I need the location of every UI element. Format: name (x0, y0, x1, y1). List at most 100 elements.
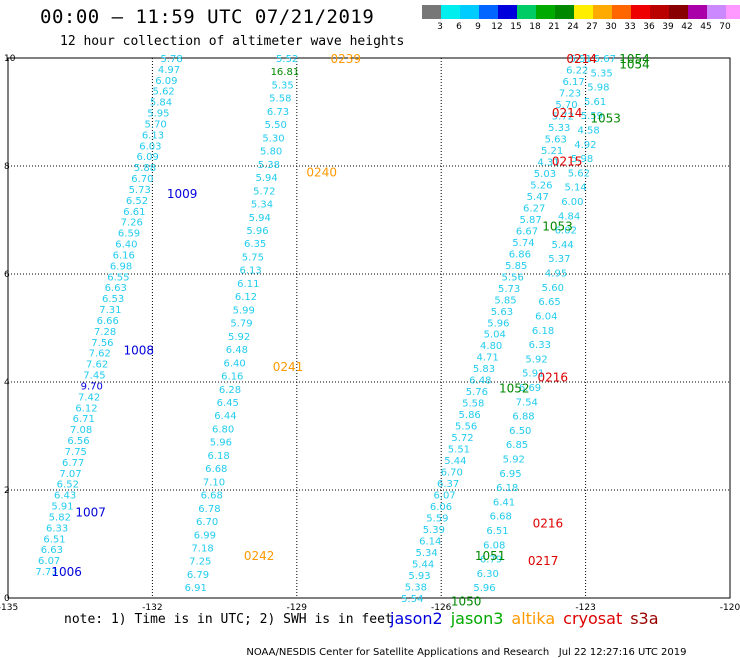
wave-height-label: 6.00 (561, 197, 583, 208)
wave-height-label: 5.94 (249, 213, 271, 224)
wave-height-label: 5.51 (448, 445, 470, 456)
wave-height-label: 6.02 (555, 226, 577, 237)
axis-ticks: -135 -132 -129 -126 -123 -120 0 2 4 6 8 10 (0, 54, 740, 613)
wave-height-label: 7.73 (35, 567, 57, 578)
wave-height-label: 6.65 (538, 297, 560, 308)
wave-height-label: 5.98 (587, 83, 609, 94)
wave-height-label: 5.95 (147, 109, 169, 120)
wave-height-label: 5.26 (530, 180, 552, 191)
wave-height-label: 6.51 (43, 534, 65, 545)
pass-number-label: 0214 (552, 106, 583, 120)
wave-height-label: 6.55 (107, 272, 129, 283)
wave-height-label: 5.38 (258, 160, 280, 171)
wave-height-label: 5.85 (505, 261, 527, 272)
x-tick-label: -129 (287, 603, 308, 613)
wave-height-label: 6.91 (185, 583, 207, 594)
pass-annotations: 1006 1007 1008 1009 0239 0240 0241 0242 1050 1051… (51, 52, 650, 609)
wave-height-label: 5.33 (548, 123, 570, 134)
wave-height-label: 7.62 (89, 349, 111, 360)
colorbar-swatch (536, 5, 555, 19)
colorbar-label: 30 (605, 22, 617, 32)
timestamp: Jul 22 12:27:16 UTC 2019 (558, 647, 687, 658)
wave-height-label: 5.54 (401, 594, 423, 605)
colorbar-label: 70 (719, 22, 731, 32)
pass-number-label: 1050 (451, 595, 482, 609)
wave-height-label: 5.85 (494, 295, 516, 306)
colorbar-swatch (574, 5, 593, 19)
wave-height-label: 6.56 (67, 436, 89, 447)
chart-grid (7, 57, 731, 599)
wave-height-label: 5.92 (228, 332, 250, 343)
colorbar-label: 27 (586, 22, 597, 32)
colorbar-label: 33 (624, 22, 635, 32)
wave-height-label: 6.04 (535, 311, 557, 322)
wave-height-label: 7.75 (65, 447, 87, 458)
wave-height-label: 5.70 (555, 100, 577, 111)
wave-height-label: 5.03 (534, 169, 556, 180)
pass-number-label: 1051 (475, 549, 506, 563)
wave-height-label: 5.62 (153, 87, 175, 98)
pass-number-label: 1008 (124, 344, 155, 358)
wave-height-label: 5.52 (276, 54, 298, 65)
pass-number-label: 0217 (528, 554, 559, 568)
wave-height-label: 6.17 (562, 77, 584, 88)
colorbar-label: 42 (681, 22, 692, 32)
x-tick-label: -120 (720, 603, 740, 613)
wave-height-label: 6.40 (223, 358, 245, 369)
colorbar-label: 24 (567, 22, 579, 32)
colorbar-swatch (612, 5, 631, 19)
wave-height-label: 5.96 (487, 318, 509, 329)
wave-height-label: 4.95 (545, 269, 567, 280)
wave-height-label: 4.31 (537, 157, 559, 168)
wave-height-label: 5.60 (542, 283, 564, 294)
wave-height-label: 5.83 (473, 364, 495, 375)
wave-height-label: 5.51 (570, 54, 592, 65)
wave-height-label: 6.77 (62, 458, 84, 469)
pass-number-label: 0214 (566, 52, 597, 66)
wave-height-label: 5.93 (408, 571, 430, 582)
y-tick-label: 10 (4, 54, 16, 64)
wave-height-label: 5.76 (466, 387, 488, 398)
wave-height-label: 4.80 (480, 341, 502, 352)
wave-height-label: 6.53 (102, 294, 124, 305)
wave-height-label: 6.79 (187, 570, 209, 581)
wave-height-label: 5.92 (503, 454, 525, 465)
wave-height-label: 5.62 (568, 168, 590, 179)
colorbar-swatch (669, 5, 688, 19)
wave-height-label: 6.80 (212, 424, 234, 435)
colorbar-swatch (593, 5, 612, 19)
wave-height-label: 6.22 (566, 65, 588, 76)
pass-number-label: 0240 (306, 165, 337, 179)
wave-height-label: 5.38 (405, 583, 427, 594)
wave-height-label: 6.68 (205, 464, 227, 475)
pass-number-label: 0216 (537, 371, 568, 385)
colorbar-swatch (422, 5, 441, 19)
wave-height-label: 5.78 (161, 54, 183, 65)
wave-height-label: 6.11 (237, 279, 259, 290)
wave-height-label: 6.16 (113, 250, 135, 261)
wave-height-label: 5.14 (564, 183, 586, 194)
wave-height-label: 6.41 (493, 497, 515, 508)
wave-height-label: 4.71 (476, 353, 498, 364)
colorbar-swatch (726, 5, 740, 19)
wave-height-label: 16.81 (271, 67, 300, 78)
colorbar-swatch (441, 5, 460, 19)
wave-height-label: 6.50 (509, 426, 531, 437)
colorbar-label: 3 (437, 22, 443, 32)
wave-height-label: 6.68 (201, 491, 223, 502)
wave-height-label: 5.74 (512, 238, 534, 249)
wave-height-label: 5.58 (269, 94, 291, 105)
wave-height-label: 6.28 (219, 385, 241, 396)
pass-number-label: 1054 (619, 52, 650, 66)
colorbar-swatch (707, 5, 726, 19)
wave-height-label: 6.73 (267, 107, 289, 118)
colorbar-label: 39 (662, 22, 674, 32)
pass-number-label: 1054 (619, 57, 650, 71)
wave-height-label: 6.71 (73, 414, 95, 425)
wave-height-label: 5.82 (49, 512, 71, 523)
wave-height-label: 6.40 (115, 240, 137, 251)
wave-height-label: 5.58 (462, 399, 484, 410)
wave-height-label: 7.26 (121, 218, 143, 229)
wave-height-label: 5.86 (459, 410, 481, 421)
